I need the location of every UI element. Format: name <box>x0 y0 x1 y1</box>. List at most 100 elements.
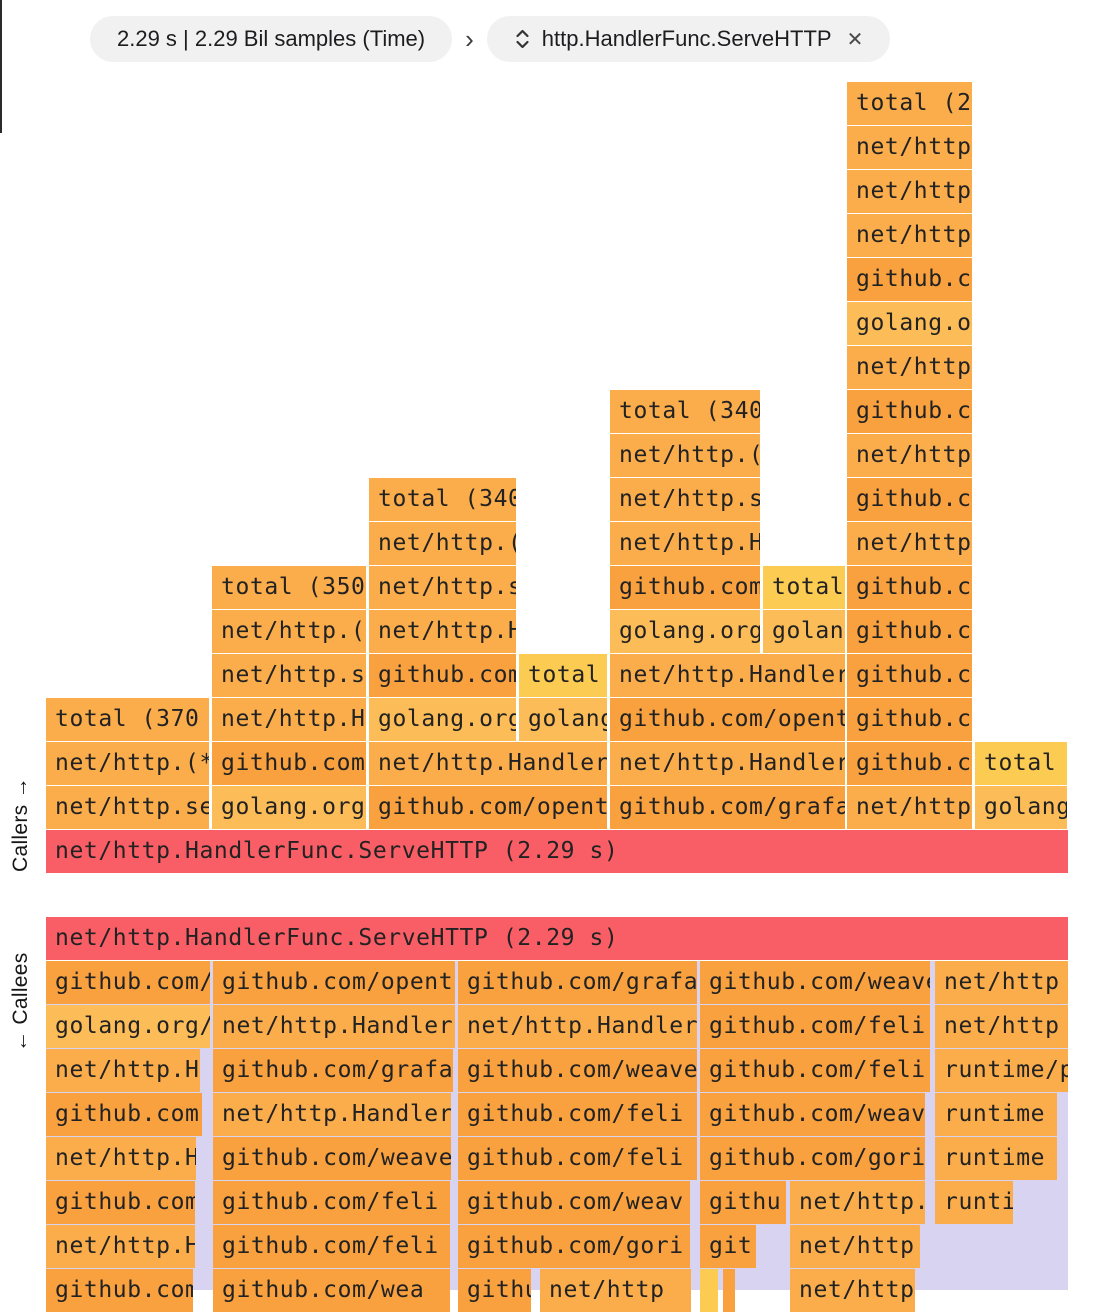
frame-box[interactable]: net/http.H <box>369 610 516 653</box>
frame-box[interactable]: net/http <box>847 126 972 169</box>
frame-box[interactable]: net/http.Handler <box>213 1005 455 1048</box>
frame-box[interactable]: githu <box>700 1181 786 1224</box>
frame-box[interactable]: github.com <box>46 1269 193 1312</box>
frame-box[interactable]: github.com/opent <box>610 698 845 741</box>
frame-box[interactable]: net/http.( <box>610 434 760 477</box>
frame-box[interactable]: net/http.Handler <box>610 654 845 697</box>
frame-box[interactable]: net/http.H <box>610 522 760 565</box>
frame-box[interactable]: github.com/weave <box>700 961 930 1004</box>
frame-box[interactable]: golang <box>975 786 1067 829</box>
frame-box[interactable]: golang <box>519 698 607 741</box>
frame-box[interactable]: github.c <box>847 610 972 653</box>
frame-box[interactable]: total (2 <box>847 82 972 125</box>
frame-box[interactable]: github.com <box>46 1181 195 1224</box>
frame-box[interactable]: githu <box>458 1269 531 1312</box>
frame-box[interactable]: total (340 <box>610 390 760 433</box>
frame-box[interactable]: net/http.s <box>610 478 760 521</box>
frame-box[interactable]: github.com <box>212 742 366 785</box>
frame-box[interactable]: github.com/weav <box>700 1093 925 1136</box>
frame-box[interactable]: net/http.Handler <box>213 1093 451 1136</box>
frame-box[interactable]: runtime/p <box>935 1049 1068 1092</box>
frame-box[interactable]: github.com/opent <box>213 961 455 1004</box>
frame-box[interactable]: github.com/gori <box>700 1137 925 1180</box>
selected-frame-row[interactable]: net/http.HandlerFunc.ServeHTTP (2.29 s) <box>46 917 1068 960</box>
frame-box[interactable]: golang.o <box>847 302 972 345</box>
frame-box[interactable]: github.com/feli <box>700 1005 930 1048</box>
frame-box[interactable]: github.com/feli <box>213 1181 450 1224</box>
frame-box[interactable]: net/http.( <box>369 522 516 565</box>
sort-icon[interactable] <box>514 27 531 51</box>
frame-box[interactable]: total (350 <box>212 566 366 609</box>
frame-box[interactable]: runtime <box>935 1093 1057 1136</box>
frame-box[interactable]: runtime <box>935 1137 1057 1180</box>
frame-box[interactable]: golang.org/ <box>46 1005 210 1048</box>
frame-box[interactable]: github.com/feli <box>213 1225 450 1268</box>
frame-box[interactable]: github.com/weave <box>458 1049 697 1092</box>
frame-box[interactable]: net/http <box>935 1005 1068 1048</box>
frame-box[interactable]: github.com/gori <box>458 1225 690 1268</box>
frame-box[interactable]: net/http.Handler <box>458 1005 697 1048</box>
frame-box[interactable]: golang.org <box>610 610 760 653</box>
frame-box[interactable]: golang.org <box>212 786 366 829</box>
frame-box[interactable]: net/http.s <box>212 654 366 697</box>
frame-box[interactable]: net/http.s <box>369 566 516 609</box>
frame-box[interactable]: github.c <box>847 698 972 741</box>
frame-box[interactable]: net/http <box>847 346 972 389</box>
frame-box[interactable]: net/http.H <box>46 1049 200 1092</box>
frame-box[interactable] <box>700 1269 718 1312</box>
frame-box[interactable]: github.com/weav <box>458 1181 690 1224</box>
frame-box[interactable]: net/http.( <box>212 610 366 653</box>
frame-box[interactable]: total <box>519 654 607 697</box>
frame-box[interactable]: net/http <box>847 522 972 565</box>
frame-box[interactable]: net/http <box>847 170 972 213</box>
frame-box[interactable]: net/http.H <box>46 1137 196 1180</box>
summary-pill[interactable]: 2.29 s | 2.29 Bil samples (Time) <box>90 16 453 62</box>
frame-box[interactable]: github.com/ <box>46 961 210 1004</box>
frame-box[interactable]: github.com/grafa <box>610 786 845 829</box>
frame-box[interactable]: total (370 <box>46 698 209 741</box>
frame-box[interactable]: github.c <box>847 258 972 301</box>
frame-box[interactable]: golang.org <box>369 698 516 741</box>
frame-box[interactable]: github.com/opent <box>369 786 607 829</box>
frame-box[interactable]: golan <box>763 610 845 653</box>
frame-box[interactable]: github.com/grafa <box>458 961 697 1004</box>
frame-box[interactable]: github.c <box>847 390 972 433</box>
frame-box[interactable]: net/http <box>935 961 1068 1004</box>
selected-frame-name: http.HandlerFunc.ServeHTTP <box>541 26 832 51</box>
frame-box[interactable]: github.c <box>847 566 972 609</box>
frame-box[interactable]: total (340 <box>369 478 516 521</box>
frame-box[interactable]: github.c <box>847 654 972 697</box>
frame-box[interactable]: runti <box>935 1181 1013 1224</box>
frame-box[interactable]: net/http.H <box>46 1225 195 1268</box>
frame-box[interactable]: git <box>700 1225 756 1268</box>
frame-box[interactable]: net/http.H <box>212 698 366 741</box>
frame-box[interactable]: github.com/weave <box>213 1137 451 1180</box>
frame-box[interactable]: github.com <box>369 654 516 697</box>
frame-box[interactable]: net/http <box>847 214 972 257</box>
frame-box[interactable]: total <box>763 566 845 609</box>
selected-frame-pill[interactable]: http.HandlerFunc.ServeHTTP ✕ <box>486 16 891 62</box>
frame-box[interactable]: github.c <box>847 478 972 521</box>
frame-box[interactable]: github.com/feli <box>458 1093 697 1136</box>
frame-box[interactable]: github.com/wea <box>213 1269 450 1312</box>
frame-box[interactable]: github.com/feli <box>700 1049 930 1092</box>
frame-box[interactable]: net/http.Handler <box>610 742 845 785</box>
frame-box[interactable]: net/http.Handler <box>369 742 607 785</box>
frame-box[interactable]: github.com/feli <box>458 1137 697 1180</box>
frame-box[interactable]: net/http <box>540 1269 691 1312</box>
frame-box[interactable]: net/http <box>847 786 972 829</box>
frame-box[interactable]: github.com <box>610 566 760 609</box>
frame-box[interactable]: net/http. <box>790 1181 925 1224</box>
selected-frame-row[interactable]: net/http.HandlerFunc.ServeHTTP (2.29 s) <box>46 830 1068 873</box>
frame-box[interactable]: github.com/grafa <box>213 1049 453 1092</box>
frame-box[interactable]: net/http <box>790 1269 915 1312</box>
frame-box[interactable]: github.c <box>847 742 972 785</box>
frame-box[interactable]: total <box>975 742 1067 785</box>
frame-box[interactable]: net/http.(* <box>46 742 209 785</box>
frame-box[interactable] <box>723 1269 735 1312</box>
frame-box[interactable]: net/http <box>790 1225 920 1268</box>
frame-box[interactable]: github.com <box>46 1093 202 1136</box>
close-icon[interactable]: ✕ <box>846 28 864 51</box>
frame-box[interactable]: net/http.se <box>46 786 209 829</box>
frame-box[interactable]: net/http <box>847 434 972 477</box>
